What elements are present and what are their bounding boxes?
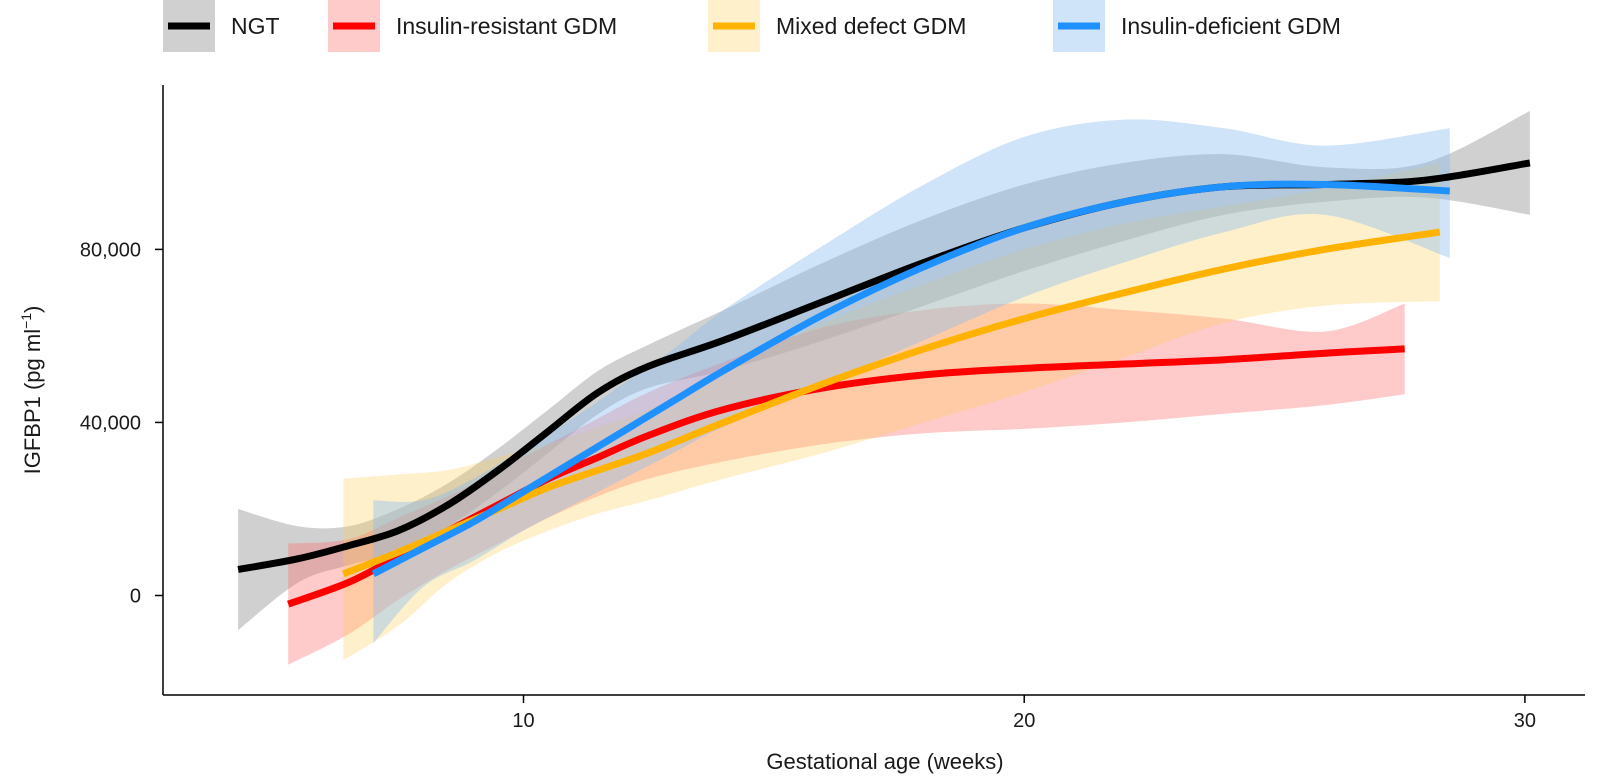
y-axis-title-close: ) <box>20 306 45 313</box>
y-tick-label: 40,000 <box>80 412 141 434</box>
legend-label: Insulin-resistant GDM <box>396 13 617 39</box>
legend-item-mixed-defect-gdm: Mixed defect GDM <box>708 0 966 52</box>
line-insulin-deficient-gdm <box>371 180 1450 577</box>
band-mixed-defect-gdm <box>343 162 1440 661</box>
y-axis-title-main: IGFBP1 (pg ml <box>20 329 45 474</box>
y-axis-title: IGFBP1 (pg ml−1) <box>18 306 45 475</box>
x-tick-label: 30 <box>1514 710 1536 732</box>
band-insulin-deficient-gdm <box>373 119 1450 644</box>
y-tick-label: 0 <box>130 585 141 607</box>
legend: NGT Insulin-resistant GDM Mixed defect GDM… <box>163 0 1341 52</box>
legend-label: Mixed defect GDM <box>776 13 966 39</box>
x-tick-label: 10 <box>512 710 534 732</box>
legend-item-insulin-resistant-gdm: Insulin-resistant GDM <box>328 0 617 52</box>
y-ticks: 0 40,000 80,000 <box>80 239 163 607</box>
legend-item-insulin-deficient-gdm: Insulin-deficient GDM <box>1053 0 1341 52</box>
x-ticks: 10 20 30 <box>512 695 1536 732</box>
band-insulin-resistant-gdm <box>288 303 1405 665</box>
legend-label: NGT <box>231 13 280 39</box>
x-axis-title: Gestational age (weeks) <box>766 749 1003 774</box>
y-tick-label: 80,000 <box>80 239 141 261</box>
confidence-bands <box>238 111 1530 665</box>
legend-label: Insulin-deficient GDM <box>1121 13 1341 39</box>
series-lines <box>237 159 1531 608</box>
x-tick-label: 20 <box>1013 710 1035 732</box>
legend-item-ngt: NGT <box>163 0 280 52</box>
y-axis-title-sup: −1 <box>18 313 34 329</box>
